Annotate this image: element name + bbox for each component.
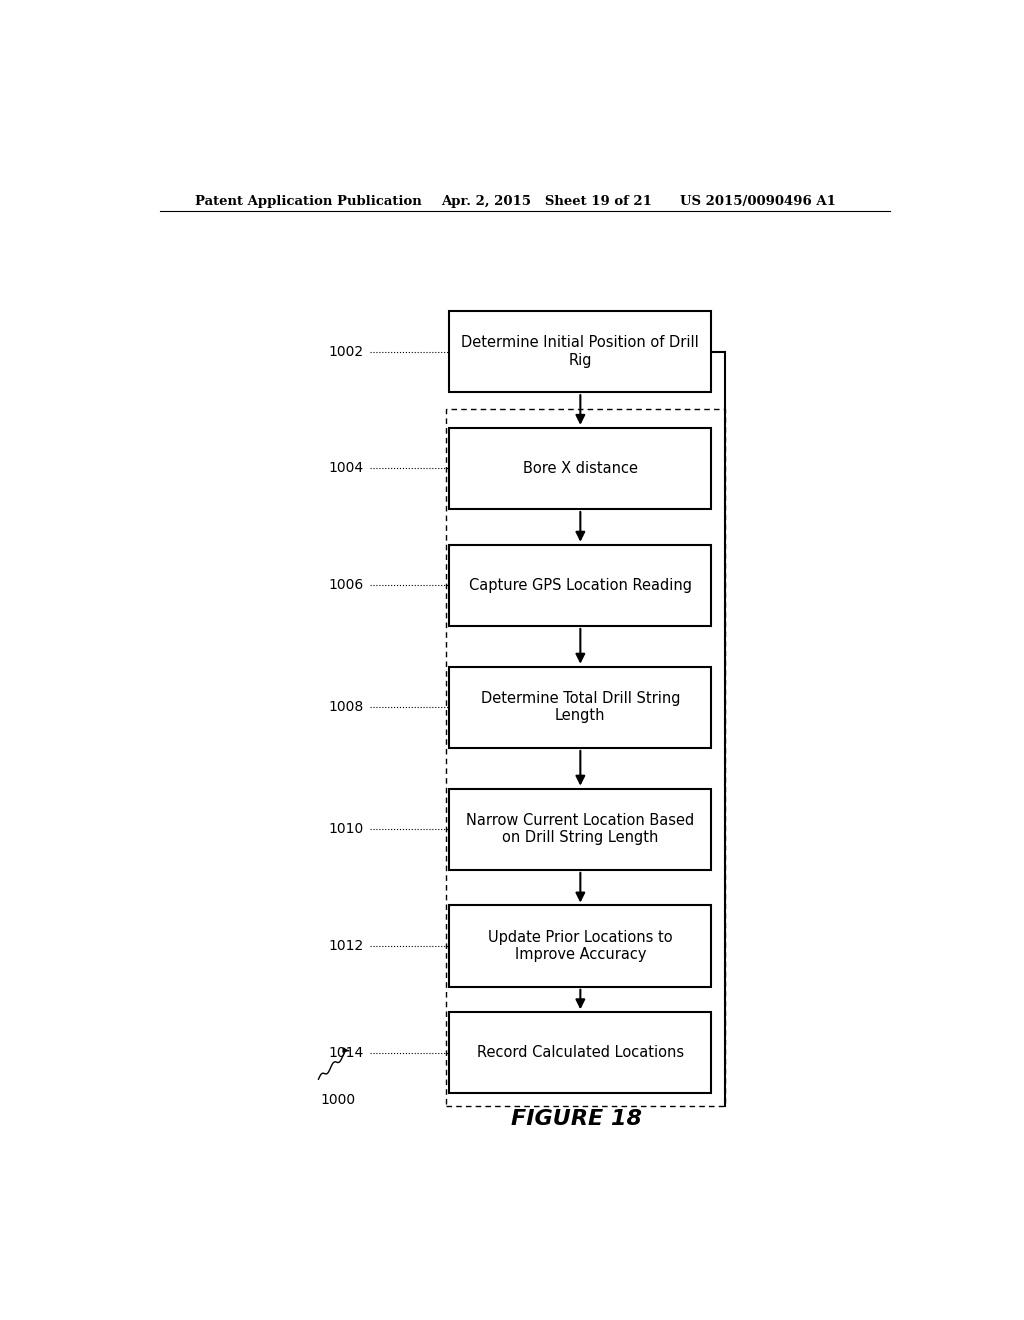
Bar	[450, 788, 712, 870]
Bar	[450, 1012, 712, 1093]
Text: Capture GPS Location Reading: Capture GPS Location Reading	[469, 578, 692, 593]
Text: 1012: 1012	[329, 939, 364, 953]
Text: 1000: 1000	[321, 1093, 355, 1106]
Bar	[450, 545, 712, 626]
Text: Record Calculated Locations: Record Calculated Locations	[477, 1045, 684, 1060]
Text: 1002: 1002	[329, 345, 364, 359]
Text: Update Prior Locations to
Improve Accuracy: Update Prior Locations to Improve Accura…	[488, 929, 673, 962]
Bar	[450, 667, 712, 748]
Text: 1006: 1006	[329, 578, 364, 593]
Text: 1010: 1010	[329, 822, 364, 837]
Text: 1008: 1008	[329, 700, 364, 714]
Text: Determine Total Drill String
Length: Determine Total Drill String Length	[480, 692, 680, 723]
Bar	[450, 906, 712, 987]
Text: 1004: 1004	[329, 462, 364, 475]
Text: Bore X distance: Bore X distance	[523, 461, 638, 477]
Text: 1014: 1014	[329, 1045, 364, 1060]
Bar	[450, 428, 712, 510]
Text: Determine Initial Position of Drill
Rig: Determine Initial Position of Drill Rig	[462, 335, 699, 368]
Bar	[450, 312, 712, 392]
Text: Apr. 2, 2015   Sheet 19 of 21: Apr. 2, 2015 Sheet 19 of 21	[441, 194, 652, 207]
Text: Narrow Current Location Based
on Drill String Length: Narrow Current Location Based on Drill S…	[466, 813, 694, 845]
Bar	[446, 409, 725, 1106]
Text: FIGURE 18: FIGURE 18	[511, 1109, 642, 1129]
Text: US 2015/0090496 A1: US 2015/0090496 A1	[680, 194, 836, 207]
Text: Patent Application Publication: Patent Application Publication	[196, 194, 422, 207]
